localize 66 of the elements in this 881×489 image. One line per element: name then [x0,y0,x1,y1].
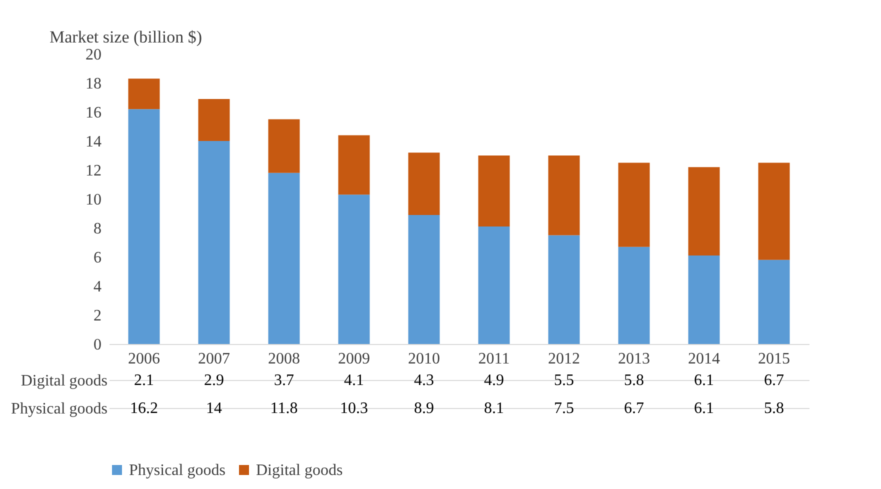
data-label: 2.9 [204,372,224,389]
data-label: 6.1 [694,400,714,417]
x-tick-label: 2010 [408,350,440,368]
y-tick-label: 4 [94,278,102,296]
text: Digital goods [20,372,108,390]
bar [338,135,370,195]
bar [618,246,650,344]
bar [478,156,510,227]
data-label: 11.8 [270,400,298,417]
y-tick-label: 12 [86,162,102,180]
x-tick-label: 2012 [548,350,580,368]
data-label: 6.1 [694,372,714,389]
data-label: 4.9 [484,372,504,389]
x-tick-label: 2015 [758,350,790,368]
data-label: 2.1 [134,372,154,389]
y-tick-label: 20 [86,46,102,64]
x-tick-label: 2009 [338,350,370,368]
x-tick-label: 2008 [268,350,300,368]
y-axis-title: Market size (billion $) [50,28,202,46]
x-tick-label: 2011 [478,350,510,368]
bar [688,256,720,344]
bar [268,172,300,344]
data-label: 8.9 [414,400,434,417]
y-tick-label: 6 [94,250,102,266]
y-tick-label: 2 [94,308,102,324]
data-label: 4.1 [344,372,364,389]
y-tick-label: 8 [94,220,102,238]
x-tick-label: 2014 [688,350,720,368]
bar [688,167,720,256]
y-tick-label: 16 [86,104,102,122]
data-label: 5.5 [554,372,574,389]
x-tick-label: 2006 [128,350,160,368]
bar [408,152,440,215]
bar [128,109,160,344]
data-label: 5.8 [764,400,784,417]
legend-label: Physical goods [129,462,226,479]
data-label: 7.5 [554,400,574,417]
y-tick-label: 10 [86,192,102,208]
bar [268,119,300,173]
bar [338,194,370,344]
bar [478,226,510,344]
bar [548,156,580,236]
data-label: 14 [206,400,222,417]
text: Physical goods [11,400,108,418]
x-tick-label: 2013 [618,350,650,368]
data-label: 6.7 [624,400,644,417]
bar [618,162,650,247]
data-label: 16.2 [130,400,158,417]
data-label: 3.7 [274,372,294,389]
y-tick-label: 18 [86,76,102,92]
y-tick-label: 14 [86,134,102,150]
data-label: 5.8 [624,372,644,389]
data-label: 8.1 [484,400,504,417]
bar [408,214,440,344]
bar [548,235,580,344]
bar [198,141,230,344]
data-label: 6.7 [764,372,784,389]
bar [758,260,790,344]
data-label: 10.3 [340,400,368,417]
bar [758,162,790,260]
legend-label: Digital goods [256,462,343,479]
bar [128,78,160,110]
y-tick-label: 0 [94,336,102,354]
x-tick-label: 2007 [198,350,230,368]
data-label: 4.3 [414,372,434,389]
bar [198,98,230,141]
